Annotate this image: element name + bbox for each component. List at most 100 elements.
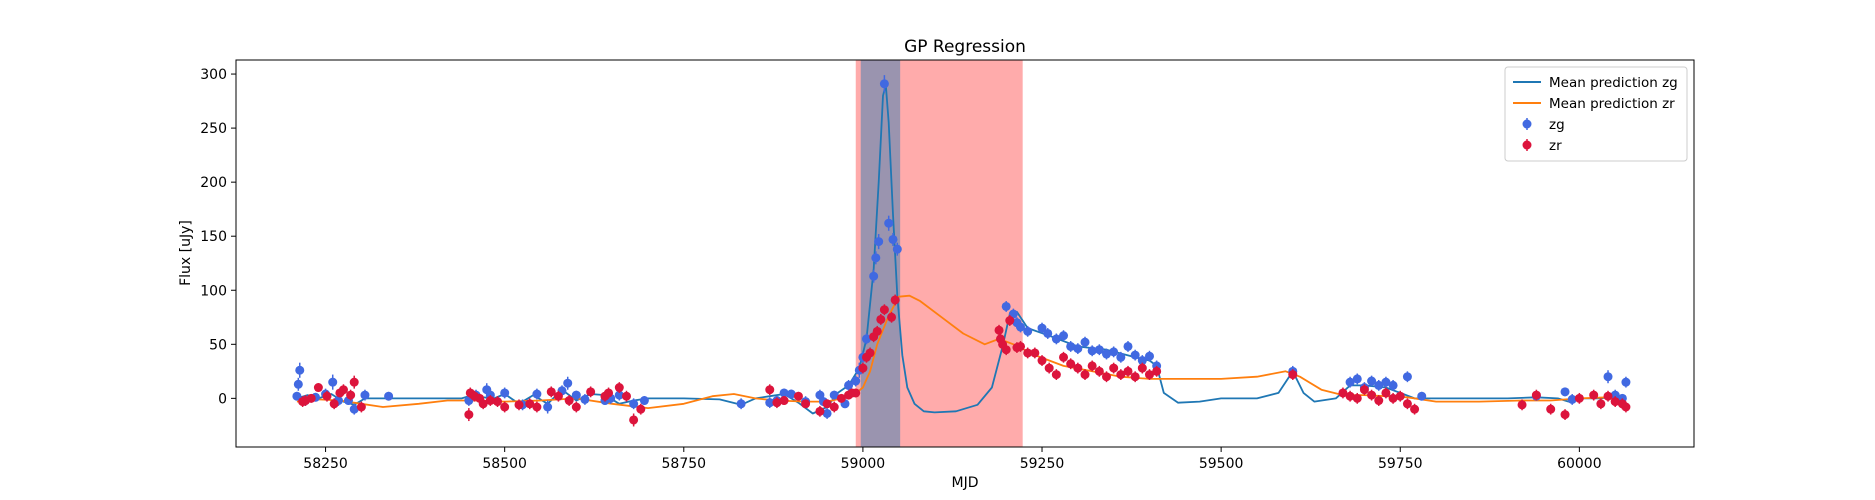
point-marker [887,312,897,322]
point-marker [829,390,839,400]
data-point-zg-22 [571,390,581,400]
point-marker [1094,345,1104,355]
point-marker [1517,400,1527,410]
data-point-zr-30 [621,390,631,402]
data-points [292,75,1631,427]
legend-box [1504,66,1688,162]
data-point-zg-49 [884,215,894,231]
shaded-region-1 [860,60,901,447]
point-marker [1080,337,1090,347]
point-marker [874,237,884,247]
data-point-zg-68 [1116,351,1126,363]
plot-frame [235,59,1695,448]
data-point-zr-62 [1030,347,1040,359]
x-tick-label: 59000 [841,456,886,472]
point-marker [1102,372,1112,382]
data-point-zr-52 [887,311,897,323]
point-marker [614,390,624,400]
data-point-zr-60 [1016,341,1026,352]
data-point-zg-66 [1102,348,1112,360]
point-marker [1016,322,1026,332]
data-point-zr-67 [1066,358,1076,370]
point-marker [1044,363,1054,373]
data-point-zr-36 [793,391,803,401]
data-point-zr-80 [1288,369,1298,380]
data-point-zr-3 [313,383,323,393]
point-marker [1546,404,1556,414]
data-point-zr-70 [1087,360,1097,372]
point-marker [360,390,370,400]
data-point-zr-7 [338,384,348,396]
point-marker [765,398,775,408]
point-marker [994,325,1004,335]
data-point-zg-11 [384,391,394,401]
y-tick-label: 300 [200,67,227,83]
point-marker [1116,370,1126,380]
point-marker [621,391,631,401]
point-marker [1367,376,1377,386]
data-point-zr-8 [346,389,356,401]
data-point-zg-21 [563,376,573,390]
data-point-zg-82 [1402,371,1412,383]
point-marker [571,402,581,412]
data-point-zg-28 [639,396,649,406]
point-marker [493,397,503,407]
point-marker [1352,374,1362,384]
point-marker [485,396,495,406]
data-point-zr-68 [1073,362,1083,374]
data-point-zg-75 [1345,376,1355,388]
point-marker [1080,370,1090,380]
data-point-zr-72 [1102,371,1112,383]
data-point-zr-65 [1051,369,1061,380]
data-point-zr-94 [1546,403,1556,415]
point-marker [532,402,542,412]
point-marker [338,385,348,395]
data-point-zr-54 [994,324,1004,336]
data-point-zr-2 [306,393,316,403]
point-marker [1023,326,1033,336]
data-point-zr-20 [525,398,535,410]
data-point-zr-24 [564,395,574,406]
data-point-zg-64 [1087,345,1097,357]
series-line-mean-prediction-zr [296,294,1627,409]
data-point-zg-47 [874,234,884,250]
legend-swatch [1522,140,1532,150]
point-marker [869,271,879,281]
data-point-zg-81 [1388,379,1398,391]
y-tick-label: 50 [209,337,227,353]
data-point-zr-98 [1596,398,1606,410]
data-point-zr-81 [1338,387,1348,399]
point-marker [1402,372,1412,382]
point-marker [571,390,581,400]
data-point-zr-89 [1395,390,1405,402]
x-tick-label: 59750 [1378,456,1423,472]
point-marker [1066,359,1076,369]
point-marker [349,377,359,387]
data-point-zr-82 [1345,390,1355,402]
point-marker [306,393,316,403]
data-point-zr-75 [1123,365,1133,377]
point-marker [772,398,782,408]
data-point-zg-1 [293,377,303,391]
point-marker [1374,380,1384,390]
data-point-zg-38 [829,390,839,400]
point-marker [822,408,832,418]
point-marker [851,388,861,398]
data-point-zr-86 [1374,395,1384,406]
data-point-zg-19 [543,400,553,414]
data-point-zr-29 [614,382,624,393]
point-marker [295,365,305,375]
point-marker [1410,404,1420,414]
point-marker [1352,393,1362,403]
point-marker [861,334,871,344]
data-point-zr-23 [553,390,563,402]
point-marker [1359,385,1369,395]
point-marker [1016,341,1026,351]
data-point-zg-40 [844,379,854,391]
data-point-zr-96 [1574,392,1584,404]
data-point-zg-78 [1367,375,1377,387]
data-point-zr-38 [815,405,825,417]
point-marker [1123,366,1133,376]
data-point-zg-37 [822,408,832,419]
point-marker [356,402,366,412]
